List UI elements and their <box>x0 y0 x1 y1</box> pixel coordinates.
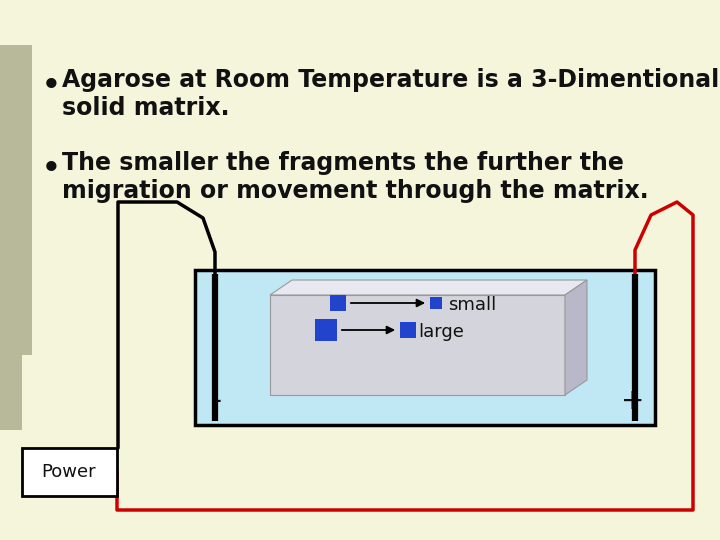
FancyBboxPatch shape <box>195 270 655 425</box>
Text: -: - <box>212 387 222 415</box>
Text: Power: Power <box>42 463 96 481</box>
FancyBboxPatch shape <box>315 319 337 341</box>
FancyBboxPatch shape <box>270 295 565 395</box>
FancyBboxPatch shape <box>0 355 22 430</box>
Text: Agarose at Room Temperature is a 3-Dimentional: Agarose at Room Temperature is a 3-Dimen… <box>62 68 719 92</box>
Text: solid matrix.: solid matrix. <box>62 96 230 120</box>
Polygon shape <box>565 280 587 395</box>
Text: migration or movement through the matrix.: migration or movement through the matrix… <box>62 179 649 203</box>
Text: •: • <box>42 155 60 183</box>
FancyBboxPatch shape <box>0 45 32 355</box>
FancyBboxPatch shape <box>400 322 416 338</box>
Text: The smaller the fragments the further the: The smaller the fragments the further th… <box>62 151 624 175</box>
Text: large: large <box>418 323 464 341</box>
Polygon shape <box>270 280 587 295</box>
Text: •: • <box>42 72 60 100</box>
Text: small: small <box>448 296 496 314</box>
FancyBboxPatch shape <box>22 448 117 496</box>
FancyBboxPatch shape <box>430 297 442 309</box>
Text: +: + <box>621 387 644 415</box>
FancyBboxPatch shape <box>330 295 346 311</box>
